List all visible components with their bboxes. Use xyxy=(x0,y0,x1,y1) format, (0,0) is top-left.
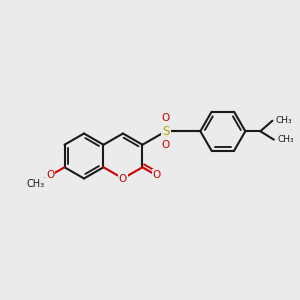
Text: O: O xyxy=(153,170,161,181)
Text: O: O xyxy=(162,140,170,150)
Text: O: O xyxy=(119,173,127,184)
Text: O: O xyxy=(162,113,170,123)
Text: CH₃: CH₃ xyxy=(27,179,45,189)
Text: CH₃: CH₃ xyxy=(278,135,294,144)
Text: S: S xyxy=(162,125,169,138)
Text: CH₃: CH₃ xyxy=(276,116,292,125)
Text: O: O xyxy=(46,170,54,181)
